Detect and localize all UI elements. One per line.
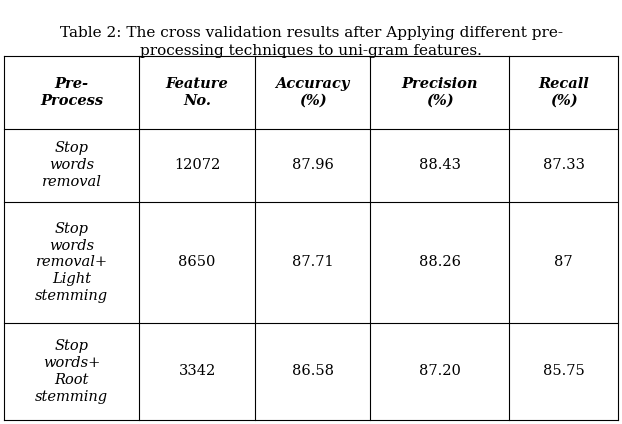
Text: Recall
(%): Recall (%): [538, 77, 589, 108]
Text: Pre-
Process: Pre- Process: [40, 77, 103, 108]
Text: Accuracy
(%): Accuracy (%): [276, 77, 350, 108]
Text: 12072: 12072: [174, 158, 220, 172]
Text: 88.43: 88.43: [419, 158, 461, 172]
Text: 8650: 8650: [179, 255, 216, 269]
Text: 87: 87: [554, 255, 573, 269]
Text: 88.26: 88.26: [419, 255, 461, 269]
Text: Stop
words+
Root
stemming: Stop words+ Root stemming: [35, 339, 108, 404]
Text: 87.33: 87.33: [542, 158, 585, 172]
Text: Feature
No.: Feature No.: [165, 77, 228, 108]
Text: 86.58: 86.58: [292, 365, 333, 379]
Text: 85.75: 85.75: [542, 365, 585, 379]
Text: Stop
words
removal+
Light
stemming: Stop words removal+ Light stemming: [35, 222, 108, 303]
Text: Stop
words
removal: Stop words removal: [42, 142, 101, 189]
Text: Table 2: The cross validation results after Applying different pre-
processing t: Table 2: The cross validation results af…: [60, 26, 562, 58]
Text: 87.96: 87.96: [292, 158, 333, 172]
Text: 87.20: 87.20: [419, 365, 461, 379]
Text: Precision
(%): Precision (%): [401, 77, 478, 108]
Text: 87.71: 87.71: [292, 255, 333, 269]
Text: 3342: 3342: [179, 365, 216, 379]
